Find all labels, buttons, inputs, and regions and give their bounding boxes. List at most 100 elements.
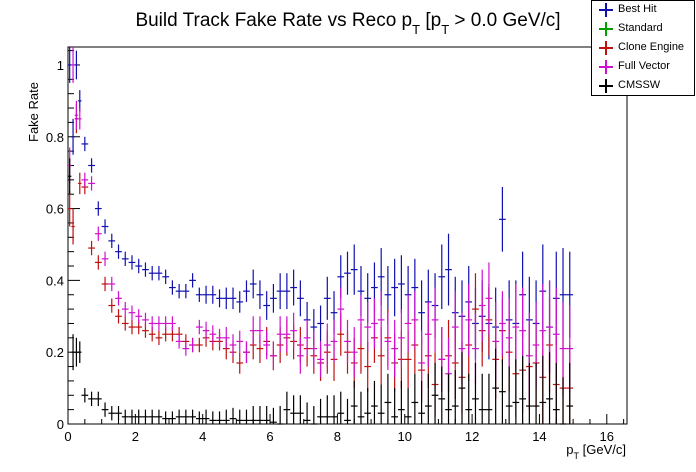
data-point (209, 285, 217, 304)
data-point (128, 255, 136, 270)
data-point (451, 370, 459, 424)
data-point (276, 316, 284, 353)
data-point (195, 337, 203, 353)
data-point (512, 359, 520, 424)
data-point (101, 402, 109, 417)
x-tick-label: 4 (199, 429, 206, 444)
data-point (74, 50, 79, 80)
data-point (236, 409, 244, 424)
data-point (202, 409, 210, 424)
data-point (236, 352, 244, 374)
data-point (74, 100, 79, 130)
data-point (323, 276, 331, 320)
data-point (344, 398, 351, 424)
data-point (155, 266, 163, 281)
data-point (121, 301, 129, 317)
data-point (391, 319, 399, 378)
data-point (411, 291, 419, 349)
data-point (216, 411, 223, 424)
clone-engine-marker-icon (599, 41, 613, 55)
data-point (182, 341, 190, 356)
x-tick-label: 8 (334, 429, 341, 444)
legend-item-best-hit: Best Hit (592, 1, 696, 20)
title-part-1: Build Track Fake Rate vs Reco p (135, 10, 412, 31)
x-tick-label: 0 (64, 429, 71, 444)
data-point (71, 118, 75, 155)
x-tick-label: 2 (132, 429, 139, 444)
data-point (68, 190, 72, 227)
data-point (404, 388, 412, 424)
data-point (209, 325, 217, 344)
data-point (101, 219, 109, 234)
data-point (263, 291, 271, 320)
data-point (559, 377, 567, 425)
data-point (74, 337, 79, 367)
data-point (539, 355, 547, 424)
data-point (317, 305, 324, 342)
data-point (492, 348, 500, 424)
x-tick-label: 14 (532, 429, 546, 444)
legend-item-full-vector: Full Vector (592, 58, 696, 77)
data-point (384, 373, 392, 424)
data-point (566, 362, 574, 424)
data-point (317, 341, 324, 378)
data-point (505, 366, 513, 424)
data-point (135, 309, 143, 324)
data-point (162, 316, 170, 331)
data-point (142, 312, 149, 328)
data-point (418, 380, 425, 424)
data-point (81, 388, 89, 403)
data-point (296, 337, 304, 374)
x-label-unit: [GeV/c] (579, 442, 626, 457)
x-axis-label: pT [GeV/c] (566, 442, 626, 461)
data-point (276, 406, 284, 425)
data-point (296, 280, 304, 317)
data-point (344, 319, 351, 363)
title-part-3: > 0.0 GeV/c] (449, 10, 560, 31)
data-point (337, 287, 345, 331)
legend-item-cmssw: CMSSW (592, 77, 696, 96)
data-point (202, 321, 210, 340)
data-point (276, 273, 284, 310)
data-point (512, 283, 520, 371)
data-point (71, 47, 75, 83)
data-point (88, 158, 95, 173)
data-point (404, 294, 412, 353)
data-point (263, 330, 271, 360)
data-point (499, 187, 506, 252)
legend-item-standard: Standard (592, 20, 696, 39)
data-point (108, 276, 116, 292)
title-part-2: [p (420, 10, 441, 31)
data-point (216, 289, 223, 308)
data-point (249, 316, 257, 346)
y-tick-label: 1 (57, 58, 64, 73)
data-point (505, 298, 513, 378)
data-point (71, 208, 75, 245)
legend-label: Full Vector (618, 60, 670, 72)
data-point (236, 291, 244, 313)
data-point (189, 337, 196, 353)
data-point (391, 258, 399, 317)
data-series (68, 47, 574, 425)
best-hit-marker-icon (599, 3, 613, 17)
data-point (398, 255, 405, 313)
data-point (189, 409, 196, 424)
data-point (128, 305, 136, 320)
series-best-hit (68, 47, 574, 374)
data-point (115, 291, 122, 306)
data-point (478, 269, 486, 342)
data-point (290, 269, 297, 306)
data-point (115, 406, 122, 421)
legend-label: CMSSW (618, 79, 661, 91)
data-point (175, 283, 183, 299)
data-point (195, 411, 203, 424)
y-tick-label: 0 (57, 417, 64, 432)
data-point (101, 276, 109, 292)
y-tick-label: 0.6 (46, 202, 64, 217)
data-point (142, 409, 149, 424)
data-point (525, 362, 533, 424)
legend-label: Standard (618, 22, 663, 34)
data-point (162, 269, 170, 284)
data-point (148, 409, 156, 424)
